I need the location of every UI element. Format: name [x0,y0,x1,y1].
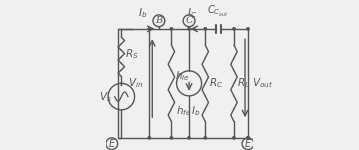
Circle shape [247,137,249,139]
Circle shape [170,137,173,139]
Text: $I_b$: $I_b$ [139,6,148,20]
Text: $R_C$: $R_C$ [209,76,223,90]
Text: $h_{ie}$: $h_{ie}$ [175,69,190,83]
Text: $I_C$: $I_C$ [187,6,197,20]
Text: $h_{fe}\,I_b$: $h_{fe}\,I_b$ [176,104,201,118]
Text: E: E [245,139,251,149]
Circle shape [188,137,190,139]
Text: $R_L$: $R_L$ [237,76,250,90]
Text: C: C [185,16,193,25]
Circle shape [247,28,249,30]
Circle shape [170,28,173,30]
Text: $V_{out}$: $V_{out}$ [252,76,273,90]
Text: B: B [155,16,162,25]
Circle shape [148,28,150,30]
Circle shape [233,137,235,139]
Circle shape [233,28,235,30]
Text: $C_{C_{out}}$: $C_{C_{out}}$ [208,3,229,19]
Circle shape [247,137,249,139]
Text: E: E [109,139,115,149]
Circle shape [204,137,206,139]
Text: $R_S$: $R_S$ [125,47,139,61]
Text: $V_{in}$: $V_{in}$ [128,76,143,90]
Circle shape [188,28,190,30]
Circle shape [204,28,206,30]
Circle shape [148,137,150,139]
Text: $V_s$: $V_s$ [99,90,112,104]
